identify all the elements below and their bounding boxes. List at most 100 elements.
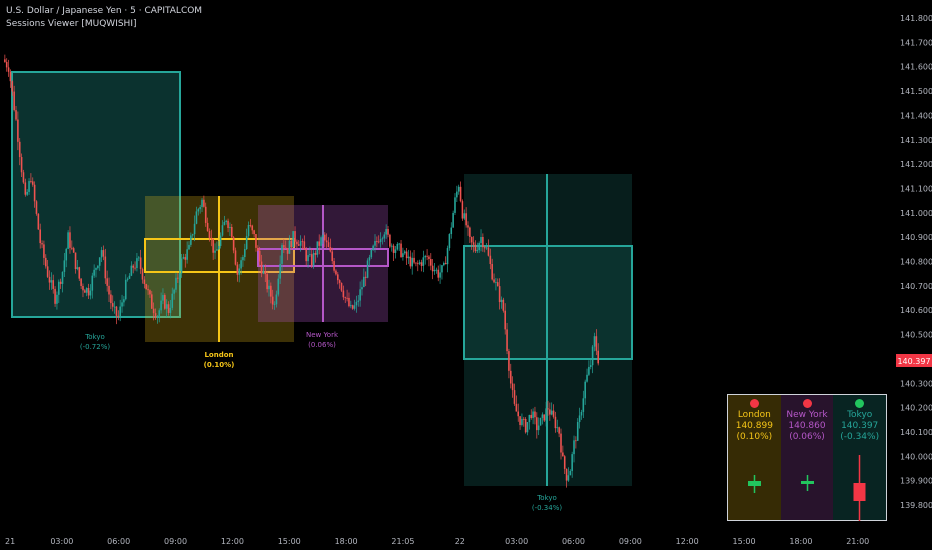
x-tick-label: 18:00 <box>789 537 812 546</box>
candle-body <box>485 247 488 249</box>
candle-body <box>439 272 441 278</box>
y-tick-label: 140.100 <box>900 428 932 437</box>
candle-body <box>539 417 542 426</box>
price-axis[interactable]: 141.800 141.700 141.600 141.500 141.400 141.3… <box>900 14 932 510</box>
tokyo-label-1: Tokyo <box>84 333 105 341</box>
candle-body <box>87 287 90 296</box>
y-tick-label: 141.500 <box>900 87 932 96</box>
candle-body <box>273 304 276 306</box>
candle-body <box>513 390 516 404</box>
candle-body <box>580 411 583 416</box>
candle-body <box>5 61 8 68</box>
candle-body <box>320 237 322 246</box>
candle-body <box>165 304 168 309</box>
candle-body <box>374 241 376 246</box>
candle-body <box>301 241 304 243</box>
candle-body <box>89 290 92 296</box>
candle-body <box>48 276 51 283</box>
candle-body <box>444 263 447 265</box>
tokyo-change-2: (-0.34%) <box>532 504 562 512</box>
candle-body <box>74 252 77 270</box>
candle-body <box>480 236 482 244</box>
candle-body <box>175 277 177 290</box>
candle-body <box>463 213 466 219</box>
x-tick-label: 12:00 <box>676 537 699 546</box>
candle-body <box>545 408 547 421</box>
time-axis[interactable]: 21 03:00 06:00 09:00 12:00 15:00 18:00 21:05 22 0… <box>5 537 869 546</box>
y-tick-label: 139.800 <box>900 501 932 510</box>
y-tick-label: 141.200 <box>900 160 932 169</box>
candlestick-series <box>4 54 599 488</box>
candle-body <box>519 416 521 425</box>
candle-body <box>416 263 419 265</box>
candle-body <box>589 365 592 367</box>
y-tick-label: 140.700 <box>900 282 932 291</box>
candle-body <box>482 236 484 248</box>
y-tick-label: 139.900 <box>900 477 932 486</box>
candle-body <box>117 315 120 317</box>
candle-body <box>422 257 425 266</box>
x-tick-label: 03:00 <box>505 537 528 546</box>
candle-body <box>191 234 194 236</box>
candle-body <box>366 260 369 278</box>
london-status-dot <box>749 399 759 408</box>
candle-body <box>407 256 410 259</box>
candle-body <box>526 422 529 433</box>
candle-body <box>541 414 544 418</box>
x-tick-label: 03:00 <box>50 537 73 546</box>
candle-body <box>193 223 196 235</box>
candle-body <box>149 290 151 295</box>
candle-body <box>550 410 553 415</box>
candle-body <box>104 256 107 279</box>
candle-body <box>266 274 268 290</box>
candle-body <box>31 181 34 185</box>
candle-body <box>310 254 313 266</box>
newyork-mini-candle <box>800 475 814 491</box>
candle-body <box>478 243 480 251</box>
x-tick-label: 15:00 <box>733 537 756 546</box>
candle-body <box>487 247 490 256</box>
candle-body <box>569 470 572 476</box>
x-tick-label: 21:05 <box>391 537 414 546</box>
x-tick-label: 15:00 <box>278 537 301 546</box>
candle-body <box>76 267 79 270</box>
candle-body <box>236 264 239 275</box>
candle-body <box>22 172 25 183</box>
candle-body <box>578 415 581 423</box>
candle-body <box>61 271 64 284</box>
london-name: London <box>737 410 771 420</box>
candle-body <box>385 229 387 235</box>
candle-body <box>469 227 471 237</box>
candle-body <box>28 181 30 192</box>
candle-body <box>500 299 503 303</box>
candle-body <box>498 286 501 303</box>
candle-body <box>413 257 415 263</box>
candle-body <box>130 265 133 276</box>
x-tick-label: 09:00 <box>164 537 187 546</box>
candle-body <box>437 269 440 278</box>
candle-body <box>204 206 207 223</box>
candle-body <box>20 157 23 173</box>
candle-body <box>305 249 307 262</box>
candle-body <box>493 279 495 283</box>
candle-body <box>230 227 233 238</box>
x-tick-label: 06:00 <box>562 537 585 546</box>
candle-body <box>446 248 449 265</box>
candle-body <box>108 285 110 295</box>
tokyo-mini-candle <box>853 455 866 521</box>
candle-body <box>511 383 514 391</box>
newyork-label: New York <box>306 331 339 339</box>
candle-body <box>58 281 60 295</box>
candle-body <box>372 245 374 250</box>
indicator-title: Sessions Viewer [MUQWISHI] <box>6 19 137 29</box>
candle-body <box>80 278 82 286</box>
candle-body <box>190 235 192 245</box>
candle-body <box>67 232 69 249</box>
candle-body <box>251 225 254 231</box>
y-tick-label: 141.400 <box>900 111 932 120</box>
candle-body <box>297 244 300 246</box>
candle-body <box>506 329 508 352</box>
candle-body <box>216 249 218 251</box>
candle-body <box>338 280 341 283</box>
